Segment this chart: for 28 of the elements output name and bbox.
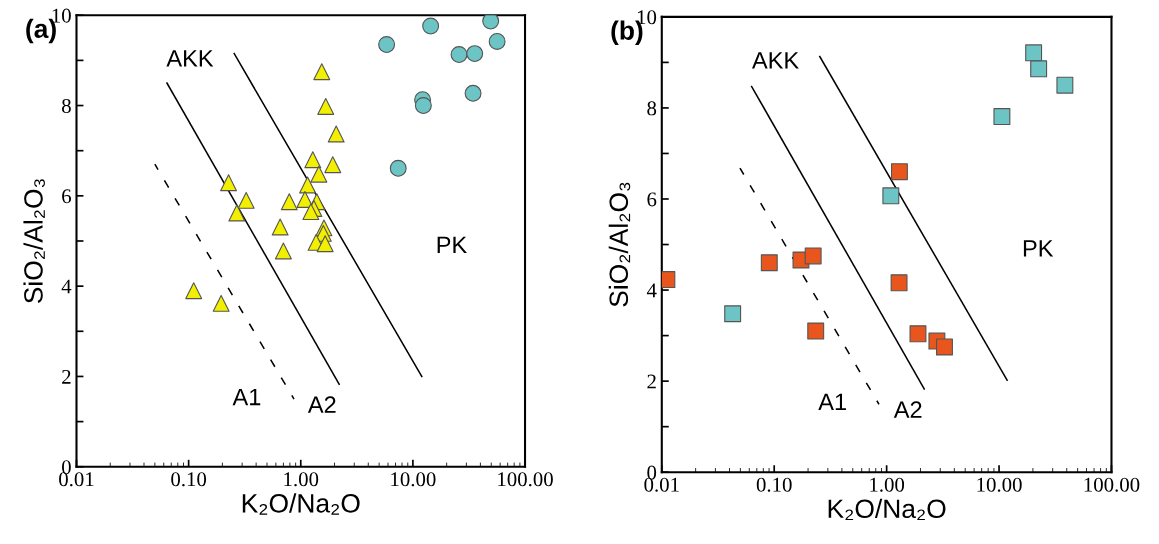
y-axis-title: SiO₂/Al₂O₃: [23, 179, 45, 304]
annotation: A1: [818, 393, 846, 410]
x-tick-label: 10.00: [977, 477, 1022, 492]
x-tick-label: 100.00: [498, 472, 553, 487]
y-tick-label: 6: [647, 192, 657, 207]
annotation: AKK: [751, 52, 799, 69]
y-tick-label: 4: [61, 279, 72, 294]
x-axis-title: K₂O/Na₂O: [242, 493, 360, 515]
y-tick-label: 8: [647, 101, 657, 116]
annotation: A1: [232, 388, 261, 406]
y-tick-label: 2: [647, 374, 656, 389]
y-tick-label: 6: [62, 189, 72, 204]
y-tick-label: 8: [62, 98, 71, 113]
x-tick-label: 1.00: [284, 472, 319, 487]
y-axis-title: SiO₂/Al₂O₃: [608, 182, 631, 307]
annotation: A2: [893, 401, 922, 418]
x-tick-label: 0.10: [171, 472, 207, 487]
annotation: PK: [437, 236, 467, 253]
annotation: AKK: [166, 50, 214, 67]
x-tick-label: 0.10: [756, 477, 792, 492]
x-tick-label: 100.00: [1084, 477, 1140, 492]
y-tick-label: 4: [646, 283, 657, 298]
x-axis-title: K₂O/Na₂O: [828, 498, 946, 521]
x-tick-label: 1.00: [870, 477, 905, 492]
annotation: A2: [307, 396, 336, 413]
annotation: PK: [1023, 240, 1054, 257]
x-tick-label: 10.00: [391, 472, 436, 487]
y-tick-label: 2: [62, 369, 71, 384]
